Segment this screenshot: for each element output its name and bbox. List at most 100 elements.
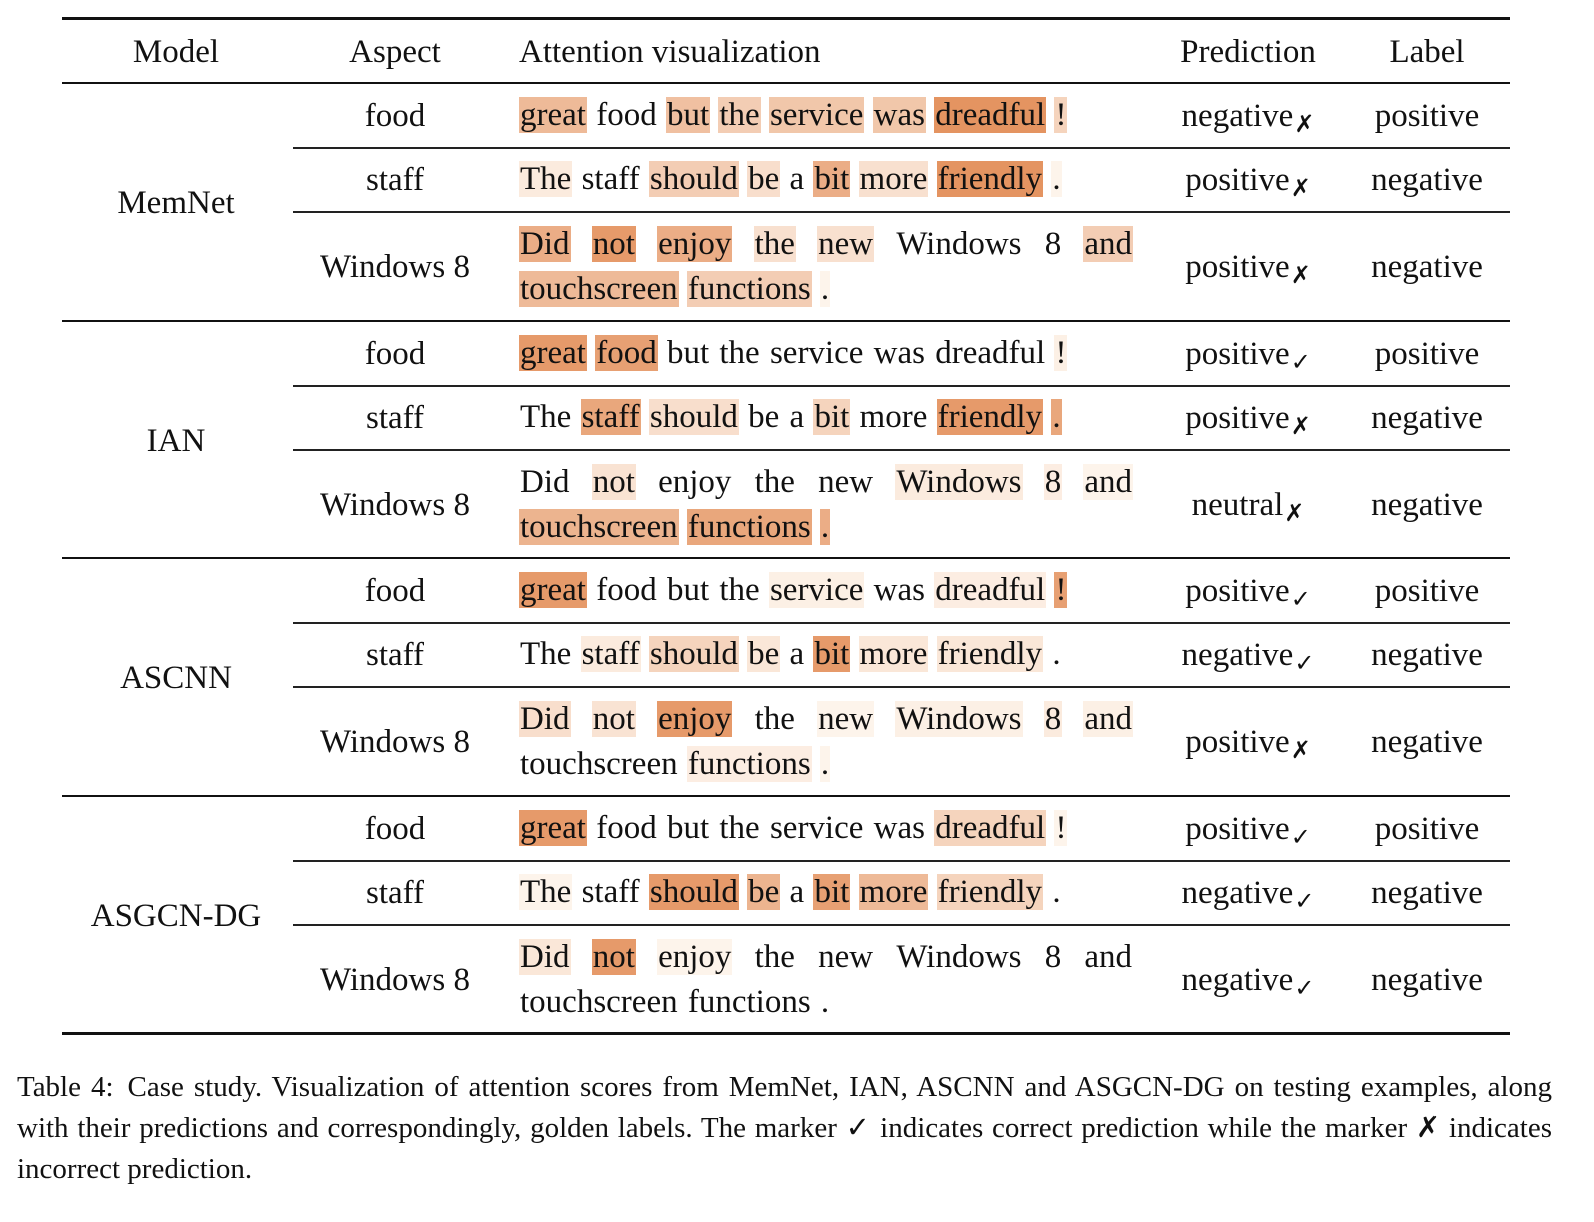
cross-mark-icon: ✗ (1290, 738, 1311, 764)
attention-token: staff (580, 636, 641, 672)
attention-token: food (596, 97, 657, 133)
attention-token: The (520, 636, 572, 672)
label-cell: negative (1371, 487, 1483, 523)
prediction-value: positive (1185, 400, 1290, 436)
attention-token: staff (580, 399, 641, 435)
label-cell: negative (1371, 962, 1483, 998)
attention-token: more (859, 399, 928, 435)
cross-mark-icon: ✗ (1290, 263, 1311, 289)
attention-token: enjoy (657, 939, 733, 975)
attention-token: should (648, 874, 739, 910)
attention-sentence: The staff should be a bit more friendly … (519, 632, 1133, 677)
label-cell: negative (1371, 162, 1483, 198)
prediction-cell: negative✓ (1182, 873, 1315, 916)
prediction-value: positive (1185, 724, 1290, 760)
attention-token: functions (686, 746, 812, 782)
attention-token: ! (1054, 572, 1068, 608)
attention-token: Windows (896, 939, 1022, 975)
label-cell: negative (1371, 724, 1483, 760)
attention-token: bit (813, 874, 851, 910)
group-rule (62, 320, 1510, 322)
header-rule (62, 82, 1510, 84)
row-rule (293, 147, 1510, 149)
attention-token: dreadful (934, 810, 1047, 846)
prediction-value: positive (1185, 249, 1290, 285)
row-rule (293, 924, 1510, 926)
attention-token: service (769, 810, 864, 846)
model-name: IAN (146, 423, 206, 459)
check-mark-icon: ✓ (1290, 350, 1311, 376)
attention-token: 8 (1043, 701, 1063, 737)
attention-token: enjoy (658, 464, 732, 500)
attention-sentence: great food but the service was dreadful … (519, 806, 1133, 851)
prediction-value: negative (1181, 637, 1294, 673)
attention-token: friendly (936, 399, 1044, 435)
attention-token: not (591, 226, 636, 262)
aspect-cell: staff (365, 162, 425, 198)
check-mark-icon: ✓ (1294, 651, 1315, 677)
attention-token: but (665, 97, 711, 133)
aspect-cell: food (364, 336, 426, 372)
attention-token: be (747, 636, 781, 672)
attention-token: ! (1054, 335, 1068, 371)
cross-mark-icon: ✗ (1284, 501, 1305, 527)
attention-token: great (519, 810, 587, 846)
attention-token: not (591, 701, 636, 737)
attention-token: . (1051, 399, 1062, 435)
attention-token: new (817, 226, 875, 262)
attention-token: food (596, 810, 657, 846)
row-rule (293, 211, 1510, 213)
attention-token: the (753, 226, 796, 262)
attention-token: . (1052, 636, 1061, 672)
group-rule (62, 795, 1510, 797)
attention-token: but (666, 810, 710, 846)
attention-token: Did (519, 226, 571, 262)
attention-token: food (595, 335, 658, 371)
attention-token: but (666, 335, 710, 371)
attention-token: Did (520, 464, 570, 500)
prediction-cell: positive✓ (1185, 809, 1311, 852)
header-model: Model (132, 34, 220, 70)
attention-token: touchscreen (520, 746, 678, 782)
attention-token: service (769, 335, 864, 371)
attention-token: service (768, 572, 865, 608)
attention-token: be (747, 874, 781, 910)
attention-token: touchscreen (519, 509, 679, 545)
aspect-cell: food (364, 573, 426, 609)
attention-token: Did (519, 939, 571, 975)
prediction-value: negative (1181, 98, 1294, 134)
attention-token: the (754, 701, 795, 737)
prediction-cell: negative✗ (1182, 96, 1315, 139)
attention-token: dreadful (934, 572, 1047, 608)
attention-token: great (519, 335, 587, 371)
attention-token: the (719, 810, 760, 846)
check-mark-icon: ✓ (1294, 976, 1315, 1002)
model-name: ASGCN-DG (90, 898, 262, 934)
attention-token: . (1051, 161, 1062, 197)
cross-mark-icon: ✗ (1290, 176, 1311, 202)
cross-mark-icon: ✗ (1290, 414, 1311, 440)
attention-token: and (1084, 939, 1133, 975)
attention-token: great (519, 572, 587, 608)
table-bottom-rule (62, 1032, 1510, 1035)
model-name: MemNet (117, 185, 235, 221)
attention-token: functions (687, 984, 811, 1020)
attention-token: staff (581, 874, 640, 910)
attention-token: dreadful (935, 335, 1046, 371)
attention-token: but (666, 572, 710, 608)
attention-sentence: The staff should be a bit more friendly … (519, 395, 1133, 440)
prediction-cell: positive✓ (1185, 571, 1311, 614)
attention-token: ! (1054, 97, 1068, 133)
attention-token: dreadful (934, 97, 1047, 133)
row-rule (293, 622, 1510, 624)
aspect-cell: food (364, 98, 426, 134)
prediction-cell: positive✗ (1185, 398, 1311, 441)
attention-sentence: Did not enjoy the new Windows 8 and touc… (519, 460, 1134, 550)
prediction-cell: negative✓ (1182, 960, 1315, 1003)
aspect-cell: staff (365, 400, 425, 436)
attention-token: and (1083, 226, 1134, 262)
attention-token: not (591, 939, 636, 975)
table-top-rule (62, 17, 1510, 20)
attention-token: ! (1054, 810, 1068, 846)
